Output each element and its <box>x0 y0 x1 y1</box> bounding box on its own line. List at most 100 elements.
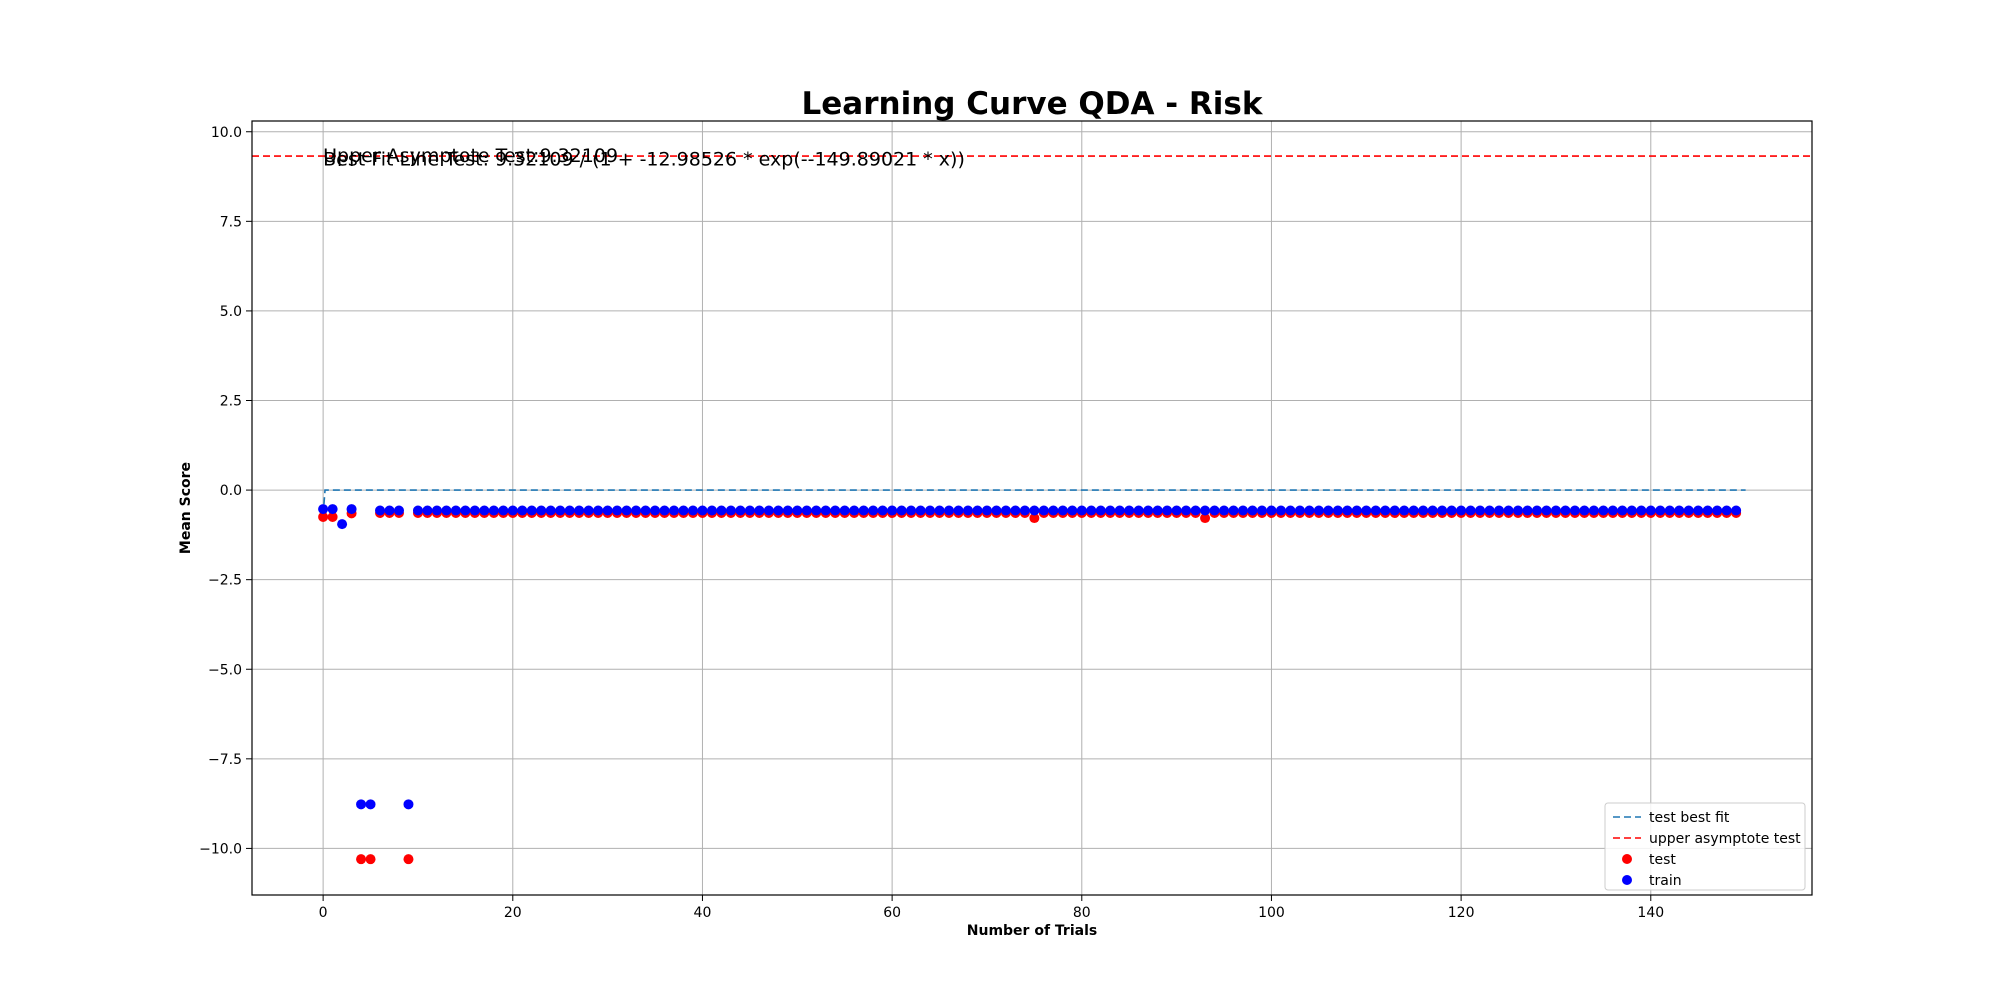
annotation-text: Upper Asymptote Test:9.32109 <box>323 145 618 167</box>
train-point <box>1522 505 1533 516</box>
train-point <box>669 505 680 516</box>
y-tick-label: 2.5 <box>220 394 242 410</box>
train-point <box>744 505 755 516</box>
train-point <box>972 505 983 516</box>
train-point <box>1342 505 1353 516</box>
legend-swatch <box>1622 875 1632 885</box>
train-point <box>1399 505 1410 516</box>
train-point <box>1683 505 1694 516</box>
train-point <box>574 505 585 516</box>
train-point <box>1626 505 1637 516</box>
train-point <box>555 505 566 516</box>
train-point <box>393 505 404 516</box>
test-point <box>1029 513 1040 524</box>
train-point <box>1456 505 1467 516</box>
train-point <box>858 505 869 516</box>
test-point <box>365 854 376 865</box>
train-point <box>1731 505 1742 516</box>
train-point <box>1181 505 1192 516</box>
reference-lines <box>252 155 1812 516</box>
x-tick-label: 60 <box>883 905 901 921</box>
y-tick-label: −2.5 <box>208 573 242 589</box>
train-point <box>1607 505 1618 516</box>
train-point <box>1076 505 1087 516</box>
x-tick-label: 100 <box>1258 905 1285 921</box>
train-point <box>725 505 736 516</box>
train-point <box>1569 505 1580 516</box>
train-point <box>811 505 822 516</box>
train-point <box>1209 505 1220 516</box>
x-tick-label: 40 <box>694 905 712 921</box>
train-point <box>1010 505 1021 516</box>
plot-area-frame <box>251 120 1813 896</box>
train-point <box>1475 505 1486 516</box>
train-point <box>1408 505 1419 516</box>
train-point <box>621 505 632 516</box>
best-fit-line <box>322 489 1746 516</box>
train-point <box>1560 505 1571 516</box>
train-point <box>782 505 793 516</box>
legend-label: train <box>1649 873 1682 889</box>
train-point <box>337 519 348 530</box>
train-point <box>896 505 907 516</box>
train-point <box>763 505 774 516</box>
y-tick-label: −5.0 <box>208 662 242 678</box>
train-point <box>583 505 594 516</box>
train-point <box>1228 505 1239 516</box>
train-point <box>1380 505 1391 516</box>
train-point <box>1038 505 1049 516</box>
test-point <box>1200 513 1211 524</box>
train-point <box>1057 505 1068 516</box>
train-point <box>1266 505 1277 516</box>
train-point <box>1494 505 1505 516</box>
x-axis-label: Number of Trials <box>967 923 1097 939</box>
train-point <box>545 505 556 516</box>
train-point <box>422 505 433 516</box>
x-tick-label: 80 <box>1073 905 1091 921</box>
train-point <box>934 505 945 516</box>
train-point <box>887 505 898 516</box>
train-point <box>839 505 850 516</box>
train-point <box>631 505 642 516</box>
train-point <box>1304 505 1315 516</box>
train-point <box>441 505 452 516</box>
train-point <box>1114 505 1125 516</box>
train-point <box>1389 505 1400 516</box>
train-point <box>981 505 992 516</box>
legend-label: test best fit <box>1649 810 1730 826</box>
train-point <box>1437 505 1448 516</box>
train-point <box>1617 505 1628 516</box>
train-point <box>412 505 423 516</box>
train-point <box>346 504 357 515</box>
train-point <box>1238 505 1248 516</box>
train-point <box>327 504 338 515</box>
train-point <box>1048 505 1059 516</box>
train-point <box>906 505 917 516</box>
y-tick-label: 10.0 <box>211 125 242 141</box>
train-point <box>1446 505 1457 516</box>
train-point <box>1370 505 1381 516</box>
train-point <box>1294 505 1305 516</box>
test-point <box>327 511 338 522</box>
train-point <box>1503 505 1514 516</box>
train-point <box>735 505 746 516</box>
y-tick-label: −10.0 <box>199 841 242 857</box>
train-point <box>1313 505 1324 516</box>
train-point <box>877 505 888 516</box>
test-point <box>318 511 329 522</box>
train-point <box>526 505 537 516</box>
train-point <box>507 505 518 516</box>
train-point <box>1721 505 1732 516</box>
train-point <box>498 505 509 516</box>
train-point <box>1095 505 1106 516</box>
train-point <box>612 505 623 516</box>
annotation-text: Best Fit Line Test: 9.32109 / (1 + -12.9… <box>323 148 965 170</box>
train-point <box>1427 505 1438 516</box>
train-point <box>602 505 613 516</box>
train-point <box>1361 505 1372 516</box>
train-point <box>356 799 367 810</box>
train-point <box>488 505 499 516</box>
train-point <box>564 505 575 516</box>
x-tick-label: 20 <box>504 905 522 921</box>
